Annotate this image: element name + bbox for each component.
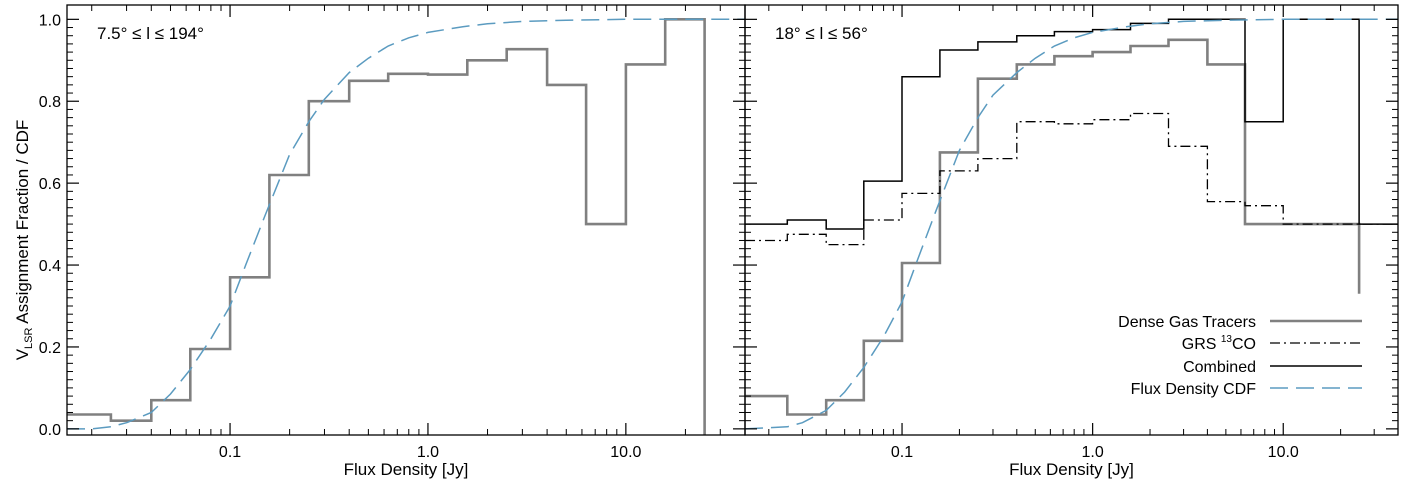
left-ytick-label: 0.8 [39,94,61,111]
right-series-combined-line [745,18,1398,230]
left-series-cdf-line [67,18,745,430]
right-xtick-label: 1.0 [1082,444,1104,461]
legend-label-dense: Dense Gas Tracers [1118,314,1256,331]
legend-label-combined: Combined [1183,359,1256,376]
left-x-axis-label: Flux Density [Jy] [344,460,469,479]
right-series-group [745,18,1398,430]
panel-right: 0.1 1.0 10.0 Flux Density [Jy] 18° ≤ l ≤ 56° [744,4,1399,479]
left-series-dense-line [67,18,706,435]
right-series-grs-line [745,112,1398,246]
right-xtick-label: 0.1 [891,444,913,461]
legend: Dense Gas Tracers GRS 13CO Combined Flux… [1118,314,1362,398]
left-panel-range-label: 7.5° ≤ l ≤ 194° [97,24,204,43]
y-axis-label-sub: LSR [23,327,35,348]
left-ytick-label: 0.0 [39,422,61,439]
y-axis-label: VLSR Assignment Fraction / CDF [13,120,35,361]
legend-label-grs: GRS 13CO [1182,334,1256,353]
legend-label-grs-pre: GRS [1182,336,1221,353]
right-series-cdf-line [745,18,1398,430]
left-series-group [67,18,745,435]
left-plot-frame [66,4,746,436]
y-axis-label-rest: Assignment Fraction / CDF [13,120,32,328]
left-ytick-label: 0.6 [39,176,61,193]
left-ytick-label: 1.0 [39,12,61,29]
right-x-axis-label: Flux Density [Jy] [1009,460,1134,479]
left-ytick-label: 0.2 [39,340,61,357]
right-series-dense-line [745,38,1361,416]
legend-label-grs-sup: 13 [1221,334,1233,345]
legend-label-cdf: Flux Density CDF [1131,381,1257,398]
left-xtick-label: 0.1 [219,444,241,461]
right-panel-range-label: 18° ≤ l ≤ 56° [775,24,868,43]
panel-left: 0.0 0.2 0.4 0.6 0.8 1.0 0.1 1.0 10.0 Flux Density… [39,4,746,479]
legend-label-grs-post: CO [1232,336,1256,353]
right-plot-frame [744,4,1399,436]
right-xtick-label: 10.0 [1268,444,1299,461]
left-ytick-label: 0.4 [39,258,61,275]
left-xtick-label: 10.0 [610,444,641,461]
y-axis-label-main: V [13,348,32,360]
left-xtick-label: 1.0 [417,444,439,461]
